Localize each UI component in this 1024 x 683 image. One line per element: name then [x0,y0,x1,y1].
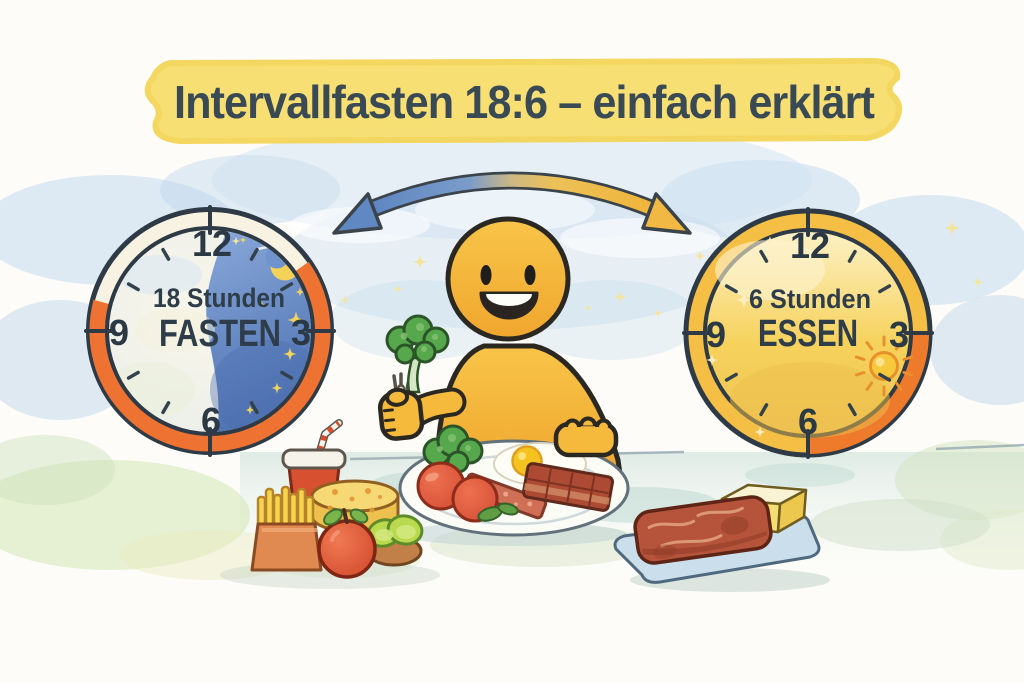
swap-arrow-icon [332,171,692,235]
apple [317,508,377,579]
character-eye [524,265,536,285]
table-edge-line [935,443,1024,451]
arrowhead-left [332,192,383,235]
eating-clock: 12 3 6 9 6 Stunden ESSEN [682,207,934,459]
page-title: Intervallfasten 18:6 – einfach erklärt [174,76,875,128]
cardinal-ticks [84,205,336,457]
fasting-hours-label: 18 Stunden [153,283,285,313]
hour-ticks [724,249,892,417]
character-fist-left [377,387,425,441]
french-fries [250,485,323,572]
character-eye [480,265,492,285]
eating-hours-label: 6 Stunden [749,284,871,314]
character-fist-right [553,416,619,458]
clock-number-9: 9 [109,312,129,353]
basil-leaf [477,502,519,522]
broccoli-on-fork [385,314,450,394]
clock-number-9: 9 [706,314,726,355]
cardinal-ticks [682,207,934,459]
clock-number-6: 6 [798,401,818,442]
clock-number-3: 3 [889,314,909,355]
avocado-sandwich [365,514,424,567]
steak-tray-group [613,483,830,592]
sun-icon [854,335,914,397]
fasting-mode-label: FASTEN [159,313,281,355]
night-region [109,230,311,432]
clock-number-3: 3 [291,312,311,353]
hour-ticks [126,247,294,415]
arrowhead-right [641,192,692,235]
character-head [445,216,571,342]
title-banner: Intervallfasten 18:6 – einfach erklärt [144,58,902,144]
clock-number-12: 12 [192,223,232,264]
clock-number-6: 6 [201,400,221,441]
eating-ring-segment [807,332,929,454]
fasting-clock: 12 3 6 9 18 Stunden FASTEN [84,205,336,457]
grilled-meat [521,462,615,512]
junk-food-group [220,419,440,589]
eating-mode-label: ESSEN [758,313,858,355]
clock-number-12: 12 [790,225,830,266]
raw-steak [633,495,773,565]
character-teeth [486,294,532,306]
